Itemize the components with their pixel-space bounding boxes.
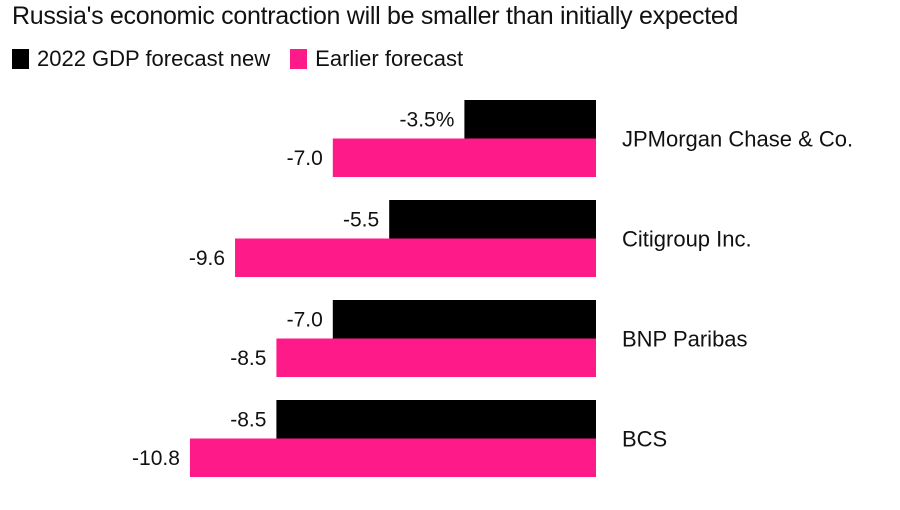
category-label-3: BCS [622, 427, 667, 452]
data-label-new-0: -3.5% [400, 108, 455, 131]
category-label-2: BNP Paribas [622, 327, 748, 352]
bar-earlier-3 [189, 438, 597, 477]
legend-label-new: 2022 GDP forecast new [37, 46, 271, 71]
data-label-earlier-0: -7.0 [287, 147, 323, 170]
data-label-new-3: -8.5 [230, 408, 266, 431]
bar-new-2 [332, 300, 596, 339]
data-label-new-1: -5.5 [343, 208, 379, 231]
legend-item-new: 2022 GDP forecast new [12, 46, 270, 72]
data-label-earlier-3: -10.8 [132, 447, 180, 470]
legend: 2022 GDP forecast new Earlier forecast [12, 46, 483, 72]
legend-item-earlier: Earlier forecast [290, 46, 463, 72]
data-label-earlier-2: -8.5 [230, 347, 266, 370]
bar-earlier-0 [332, 138, 596, 177]
category-label-0: JPMorgan Chase & Co. [622, 127, 853, 152]
bar-new-0 [464, 100, 596, 139]
chart-title: Russia's economic contraction will be sm… [12, 2, 739, 30]
legend-swatch-new [12, 49, 29, 69]
category-label-1: Citigroup Inc. [622, 227, 752, 252]
legend-label-earlier: Earlier forecast [315, 46, 464, 71]
bar-earlier-1 [235, 238, 597, 277]
bar-new-1 [389, 200, 596, 239]
legend-swatch-earlier [290, 49, 308, 69]
data-label-new-2: -7.0 [287, 308, 323, 331]
bar-earlier-2 [276, 338, 596, 377]
data-label-earlier-1: -9.6 [189, 247, 225, 270]
bar-new-3 [276, 400, 596, 439]
